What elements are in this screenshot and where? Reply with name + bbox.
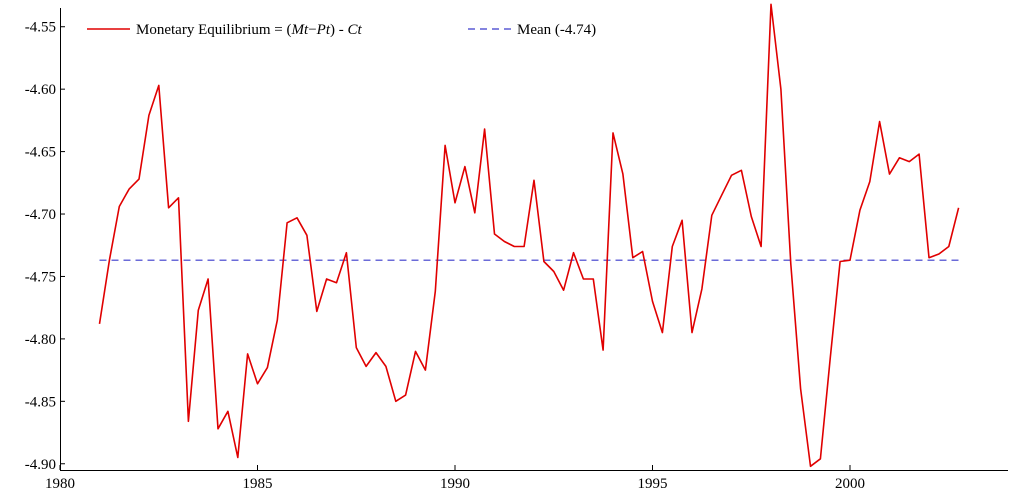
y-tick-label: -4.70 xyxy=(25,207,56,223)
legend-label-mean: Mean (-4.74) xyxy=(517,22,596,38)
legend-label-monetary-equilibrium: Monetary Equilibrium = (Mt−Pt) - Ct xyxy=(136,22,363,38)
y-tick-label: -4.60 xyxy=(25,82,56,98)
y-tick-label: -4.80 xyxy=(25,332,56,348)
y-tick-label: -4.55 xyxy=(25,20,56,36)
legend: Monetary Equilibrium = (Mt−Pt) - Ct Mean… xyxy=(87,22,596,38)
y-tick-label: -4.90 xyxy=(25,457,56,473)
y-tick-label: -4.75 xyxy=(25,269,56,285)
y-axis-ticks: -4.55 -4.60 -4.65 -4.70 -4.75 -4.80 -4.85 -4.90 xyxy=(25,20,65,473)
x-tick-label: 1995 xyxy=(638,476,668,492)
y-tick-label: -4.65 xyxy=(25,145,56,161)
x-axis-ticks: 1980 1985 1990 1995 2000 xyxy=(45,465,865,492)
y-tick-label: -4.85 xyxy=(25,394,56,410)
x-tick-label: 1990 xyxy=(440,476,470,492)
plot-area: -4.55 -4.60 -4.65 -4.70 -4.75 -4.80 -4.85 -4.90… xyxy=(25,3,1008,492)
x-tick-label: 1985 xyxy=(243,476,273,492)
x-tick-label: 2000 xyxy=(835,476,865,492)
monetary-equilibrium-line xyxy=(98,3,960,468)
x-tick-label: 1980 xyxy=(45,476,75,492)
